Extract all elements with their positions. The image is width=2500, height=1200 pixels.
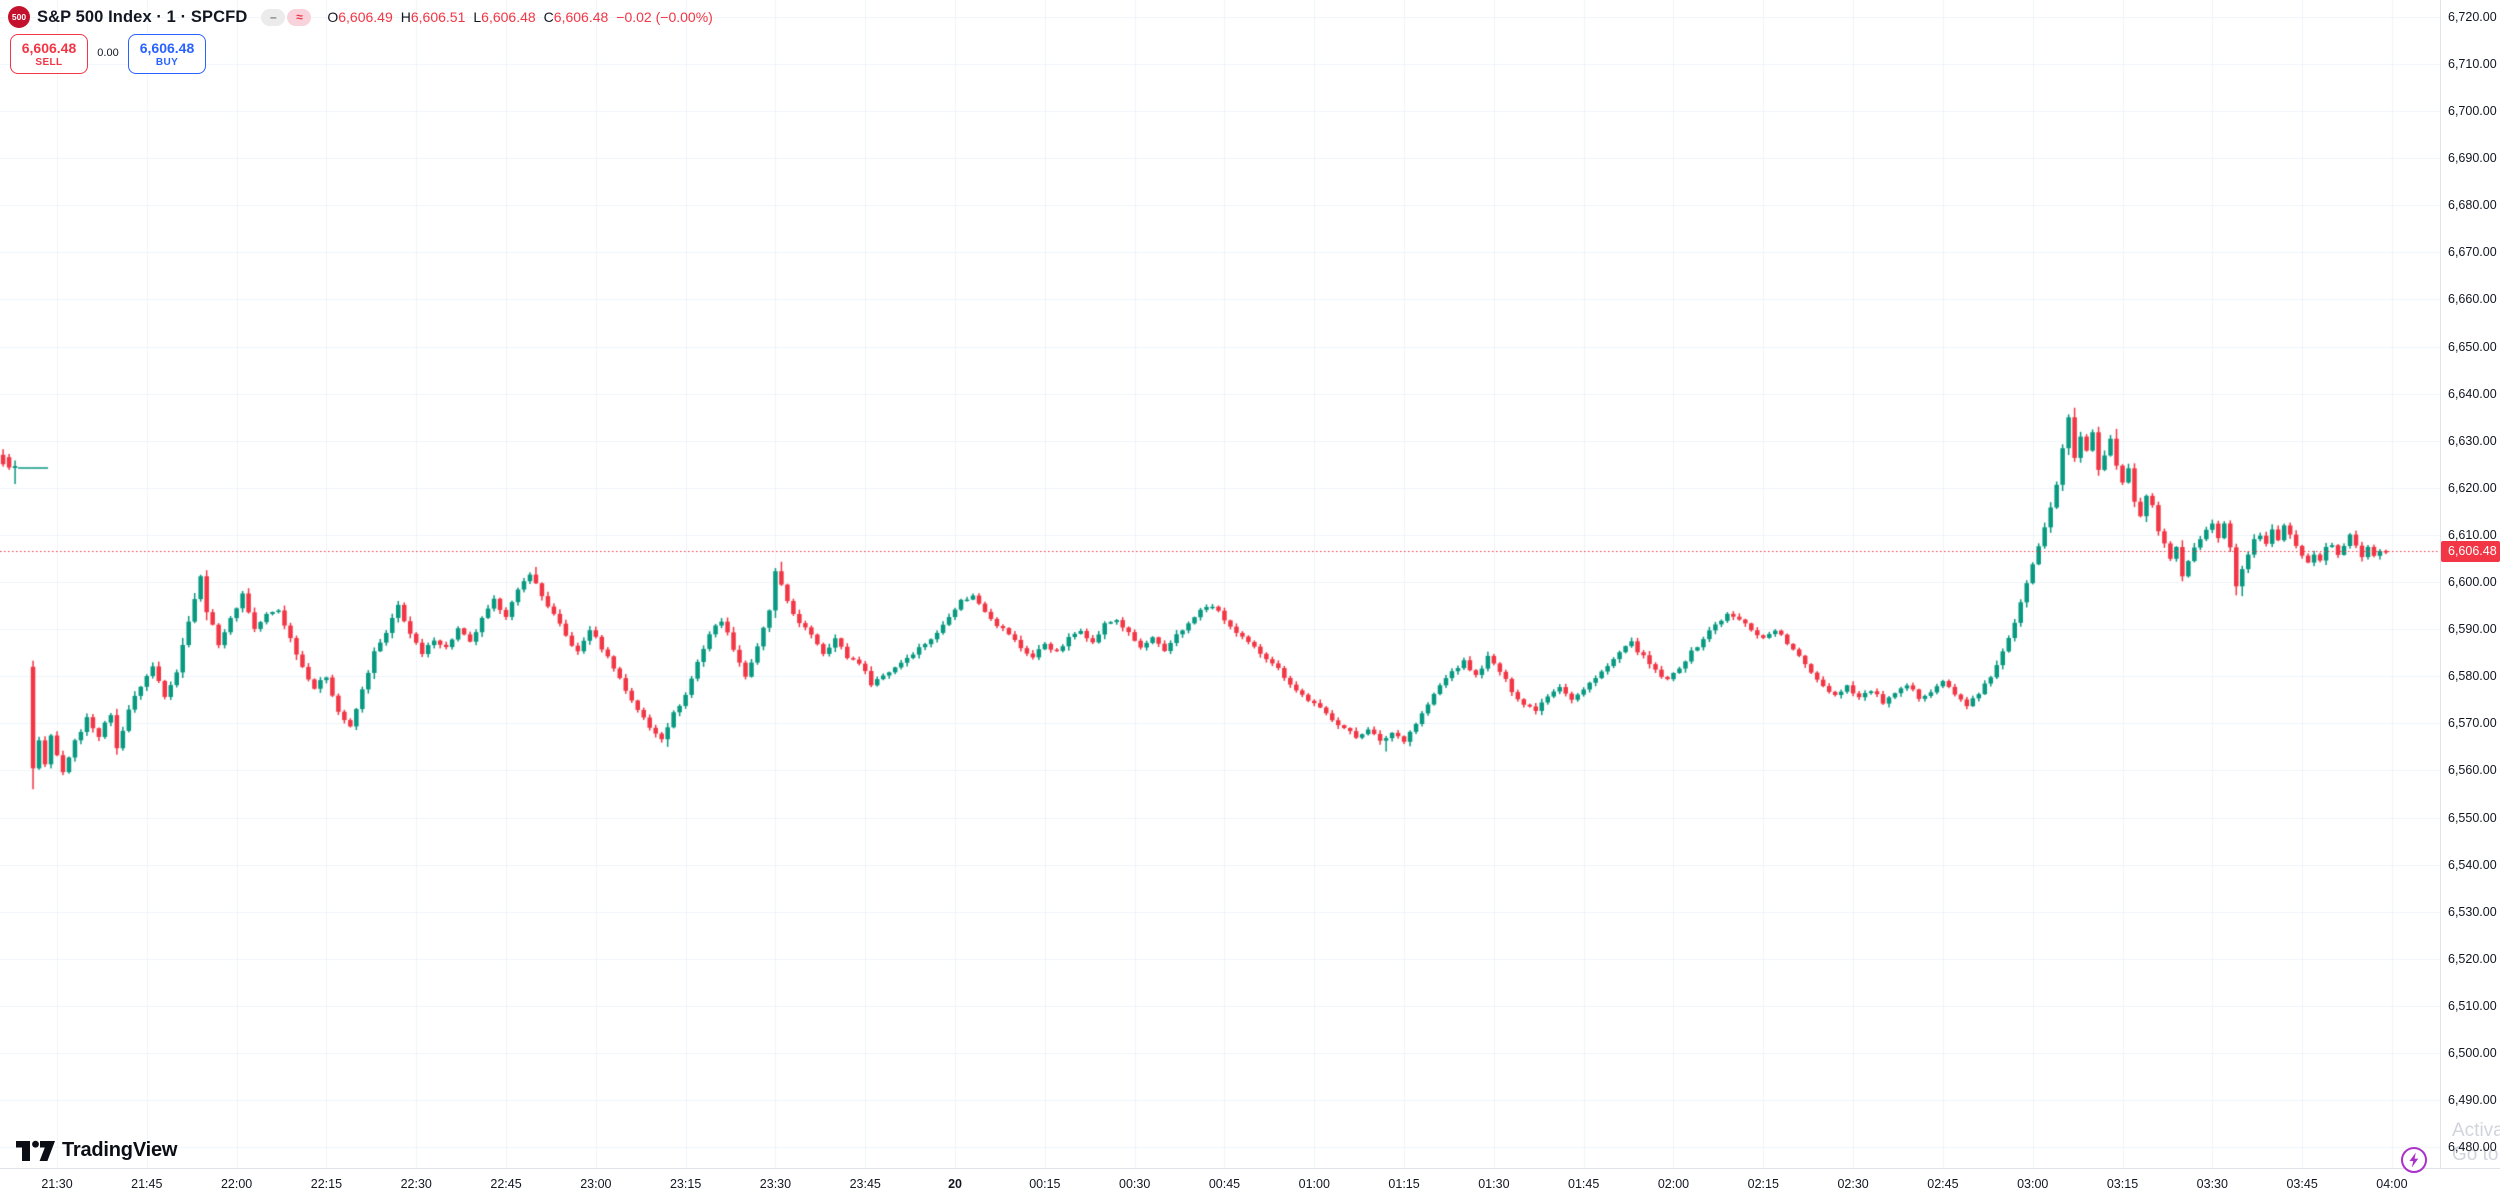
price-tick-label: 6,650.00 (2448, 339, 2497, 354)
time-tick-label: 00:15 (1029, 1177, 1061, 1191)
last-price-label: 6,606.48 (2441, 540, 2500, 562)
ohlc-open: O6,606.49 (327, 9, 393, 25)
time-tick-label: 20 (948, 1177, 962, 1191)
buy-button[interactable]: 6,606.48 BUY (128, 34, 206, 74)
price-tick-label: 6,540.00 (2448, 857, 2497, 872)
price-tick-label: 6,590.00 (2448, 622, 2497, 637)
time-tick-label: 02:15 (1747, 1177, 1779, 1191)
sell-button[interactable]: 6,606.48 SELL (10, 34, 88, 74)
time-tick-label: 22:45 (490, 1177, 522, 1191)
price-tick-label: 6,530.00 (2448, 904, 2497, 919)
ohlc-low: L6,606.48 (473, 9, 536, 25)
ohlc-close: C6,606.48 (543, 9, 609, 25)
candlestick-chart-canvas[interactable] (0, 0, 2440, 1168)
time-tick-label: 00:45 (1208, 1177, 1241, 1191)
time-tick-label: 03:00 (2017, 1177, 2049, 1191)
ohlc-readout: O6,606.49 H6,606.51 L6,606.48 C6,606.48 … (327, 9, 712, 25)
time-tick-label: 02:00 (1657, 1177, 1690, 1191)
price-axis[interactable]: 6,720.00 6,710.00 6,700.00 6,690.00 6,680.00… (2440, 0, 2500, 1168)
time-tick-label: 03:30 (2196, 1177, 2228, 1191)
time-tick-label: 23:30 (759, 1177, 792, 1191)
time-tick-label: 23:00 (580, 1177, 612, 1191)
lightning-icon (2401, 1147, 2427, 1173)
price-tick-label: 6,680.00 (2448, 198, 2497, 213)
time-tick-label: 21:45 (131, 1177, 163, 1191)
time-tick-label: 03:45 (2286, 1177, 2318, 1191)
price-tick-label: 6,670.00 (2448, 245, 2497, 260)
price-tick-label: 6,640.00 (2448, 386, 2497, 401)
price-tick-label: 6,570.00 (2448, 716, 2497, 731)
price-tick-label: 6,620.00 (2448, 480, 2497, 495)
spread-value: 0.00 (97, 47, 119, 59)
time-tick-label: 02:30 (1837, 1177, 1869, 1191)
time-tick-label: 23:15 (669, 1177, 702, 1191)
time-tick-label: 03:15 (2106, 1177, 2139, 1191)
ohlc-high: H6,606.51 (400, 9, 466, 25)
price-tick-label: 6,710.00 (2448, 56, 2497, 71)
tradingview-wordmark: TradingView (62, 1138, 178, 1161)
watermark-line1: Activa (2452, 1120, 2500, 1141)
time-tick-label: 21:30 (41, 1177, 73, 1191)
sell-label: SELL (35, 56, 63, 68)
price-tick-label: 6,580.00 (2448, 669, 2497, 684)
price-tick-label: 6,690.00 (2448, 151, 2497, 166)
time-tick-label: 01:00 (1298, 1177, 1330, 1191)
sell-price: 6,606.48 (21, 39, 77, 56)
status-pill-approx[interactable]: ≈ (287, 8, 312, 26)
price-tick-label: 6,600.00 (2448, 575, 2497, 589)
symbol-header: 500 S&P 500 Index · 1 · SPCFD – ≈ O6,606… (8, 6, 713, 28)
price-tick-label: 6,520.00 (2448, 951, 2497, 966)
price-change: −0.02 (−0.00%) (616, 9, 713, 25)
time-tick-label: 22:00 (220, 1177, 253, 1191)
time-tick-label: 22:30 (400, 1177, 432, 1191)
price-tick-label: 6,660.00 (2448, 292, 2497, 307)
time-tick-label: 01:45 (1568, 1177, 1600, 1191)
buy-label: BUY (155, 56, 179, 68)
time-tick-label: 02:45 (1927, 1177, 1959, 1191)
price-tick-label: 6,550.00 (2448, 810, 2497, 825)
price-tick-label: 6,500.00 (2448, 1046, 2497, 1060)
tradingview-logo[interactable]: TradingView (14, 1134, 177, 1166)
instant-trade-button[interactable] (2400, 1146, 2428, 1174)
status-pills: – ≈ (261, 8, 312, 26)
price-tick-label: 6,510.00 (2448, 998, 2497, 1013)
price-tick-label: 6,610.00 (2448, 527, 2497, 542)
time-tick-label: 04:00 (2376, 1177, 2408, 1191)
tradingview-logo-icon (16, 1140, 55, 1161)
time-tick-label: 22:15 (310, 1177, 343, 1191)
price-tick-label: 6,630.00 (2448, 433, 2497, 448)
watermark-line2: Go to S (2452, 1144, 2500, 1165)
buy-price: 6,606.48 (139, 39, 195, 56)
price-tick-label: 6,490.00 (2448, 1093, 2497, 1108)
symbol-title[interactable]: S&P 500 Index · 1 · SPCFD (37, 7, 248, 26)
price-tick-label: 6,560.00 (2448, 763, 2497, 778)
time-tick-label: 23:45 (849, 1177, 881, 1191)
sp500-logo-icon: 500 (8, 6, 30, 28)
price-tick-label: 6,700.00 (2448, 104, 2497, 118)
time-tick-label: 00:30 (1119, 1177, 1151, 1191)
price-tick-label: 6,480.00 (2448, 1140, 2497, 1155)
time-tick-label: 01:15 (1388, 1177, 1420, 1191)
status-pill-minus[interactable]: – (261, 8, 286, 26)
time-tick-label: 01:30 (1478, 1177, 1510, 1191)
time-axis[interactable]: 21:30 21:45 22:00 22:15 22:30 22:45 23:00 23:15… (0, 1168, 2500, 1200)
price-tick-label: 6,720.00 (2448, 9, 2497, 24)
trade-panel: 6,606.48 SELL 0.00 6,606.48 BUY (10, 34, 206, 74)
